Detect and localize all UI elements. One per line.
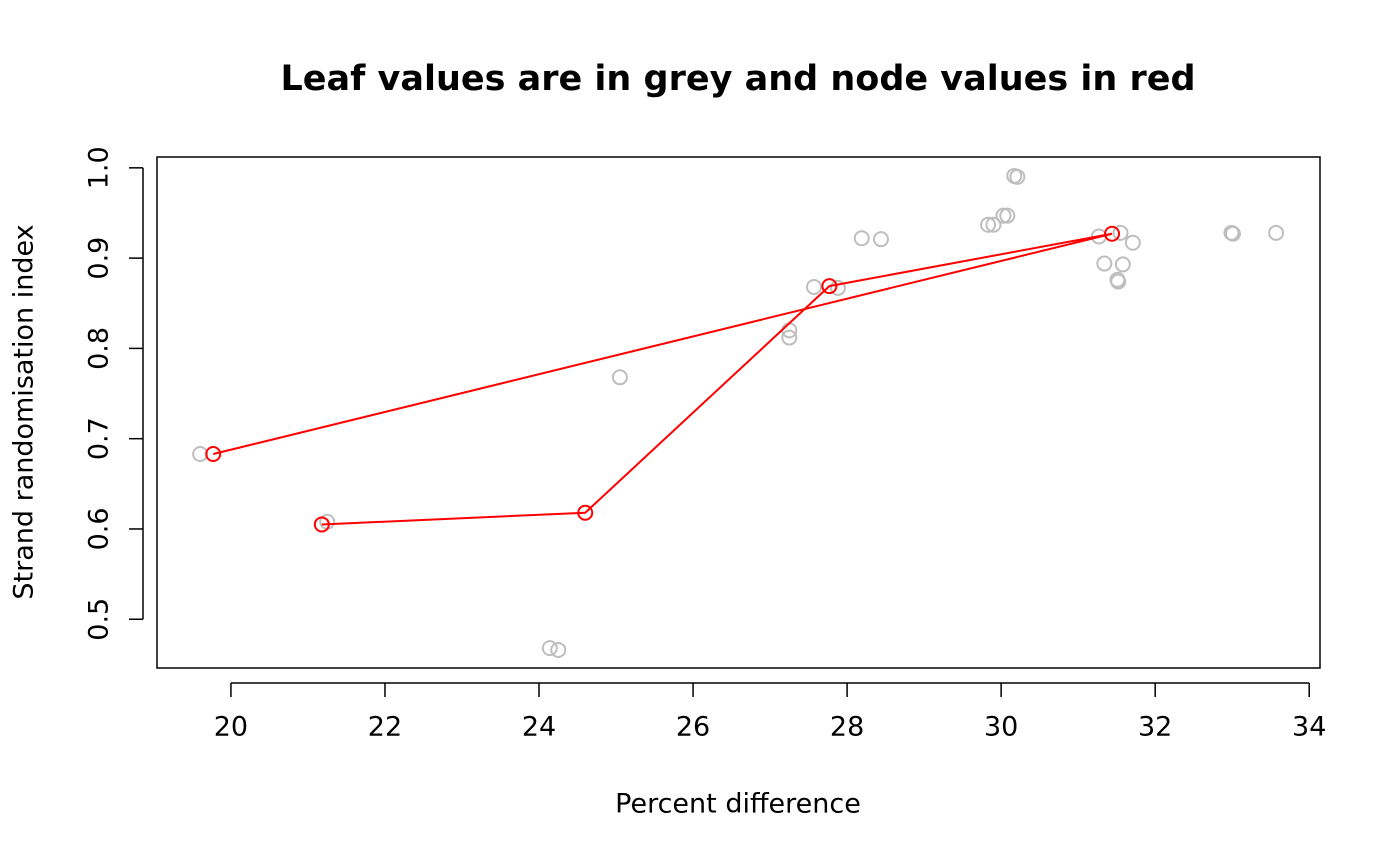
chart-title: Leaf values are in grey and node values …	[280, 59, 1195, 99]
point	[1114, 256, 1131, 273]
y-tick-label: 0.5	[84, 598, 115, 641]
point	[781, 329, 798, 346]
node-line	[212, 232, 1113, 526]
point	[550, 641, 567, 658]
x-tick-label: 22	[368, 712, 402, 743]
y-tick-label: 0.8	[84, 327, 115, 370]
y-tick-label: 0.7	[84, 417, 115, 460]
point	[205, 446, 222, 463]
point	[821, 278, 838, 295]
point	[872, 231, 889, 248]
y-tick-label: 0.9	[84, 237, 115, 280]
plot-box	[156, 156, 1321, 669]
y-axis-label: Strand randomisation index	[9, 224, 40, 599]
point	[985, 216, 1002, 233]
x-tick-label: 26	[676, 712, 710, 743]
point	[1104, 225, 1121, 242]
x-axis-label: Percent difference	[615, 789, 861, 820]
x-tick-label: 28	[830, 712, 864, 743]
point	[1096, 255, 1113, 272]
point	[1224, 225, 1241, 242]
x-tick-label: 32	[1138, 712, 1172, 743]
x-tick-label: 30	[984, 712, 1018, 743]
point	[1268, 224, 1285, 241]
x-tick-label: 24	[522, 712, 556, 743]
point	[577, 504, 594, 521]
point	[853, 230, 870, 247]
point	[1112, 224, 1129, 241]
x-tick-label: 20	[214, 712, 248, 743]
point	[1110, 273, 1127, 290]
point	[999, 207, 1016, 224]
y-tick-label: 1.0	[84, 146, 115, 189]
point	[313, 516, 330, 533]
point	[192, 446, 209, 463]
point	[805, 279, 822, 296]
point	[829, 279, 846, 296]
point	[541, 640, 558, 657]
y-tick-label: 0.6	[84, 507, 115, 550]
x-tick-label: 34	[1292, 712, 1326, 743]
point	[1009, 168, 1026, 185]
point	[1124, 234, 1141, 251]
point	[611, 369, 628, 386]
point	[980, 216, 997, 233]
